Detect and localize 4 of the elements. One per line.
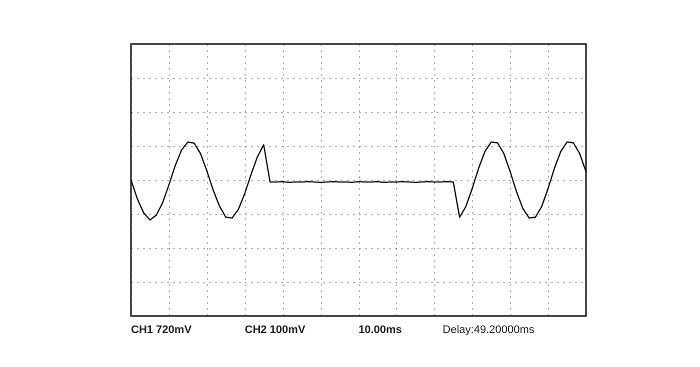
text: 10.00ms <box>358 324 402 336</box>
text: Delay:49.20000ms <box>442 324 535 336</box>
text: CH2 100mV <box>244 324 306 336</box>
text: CH1 720mV <box>131 324 192 336</box>
